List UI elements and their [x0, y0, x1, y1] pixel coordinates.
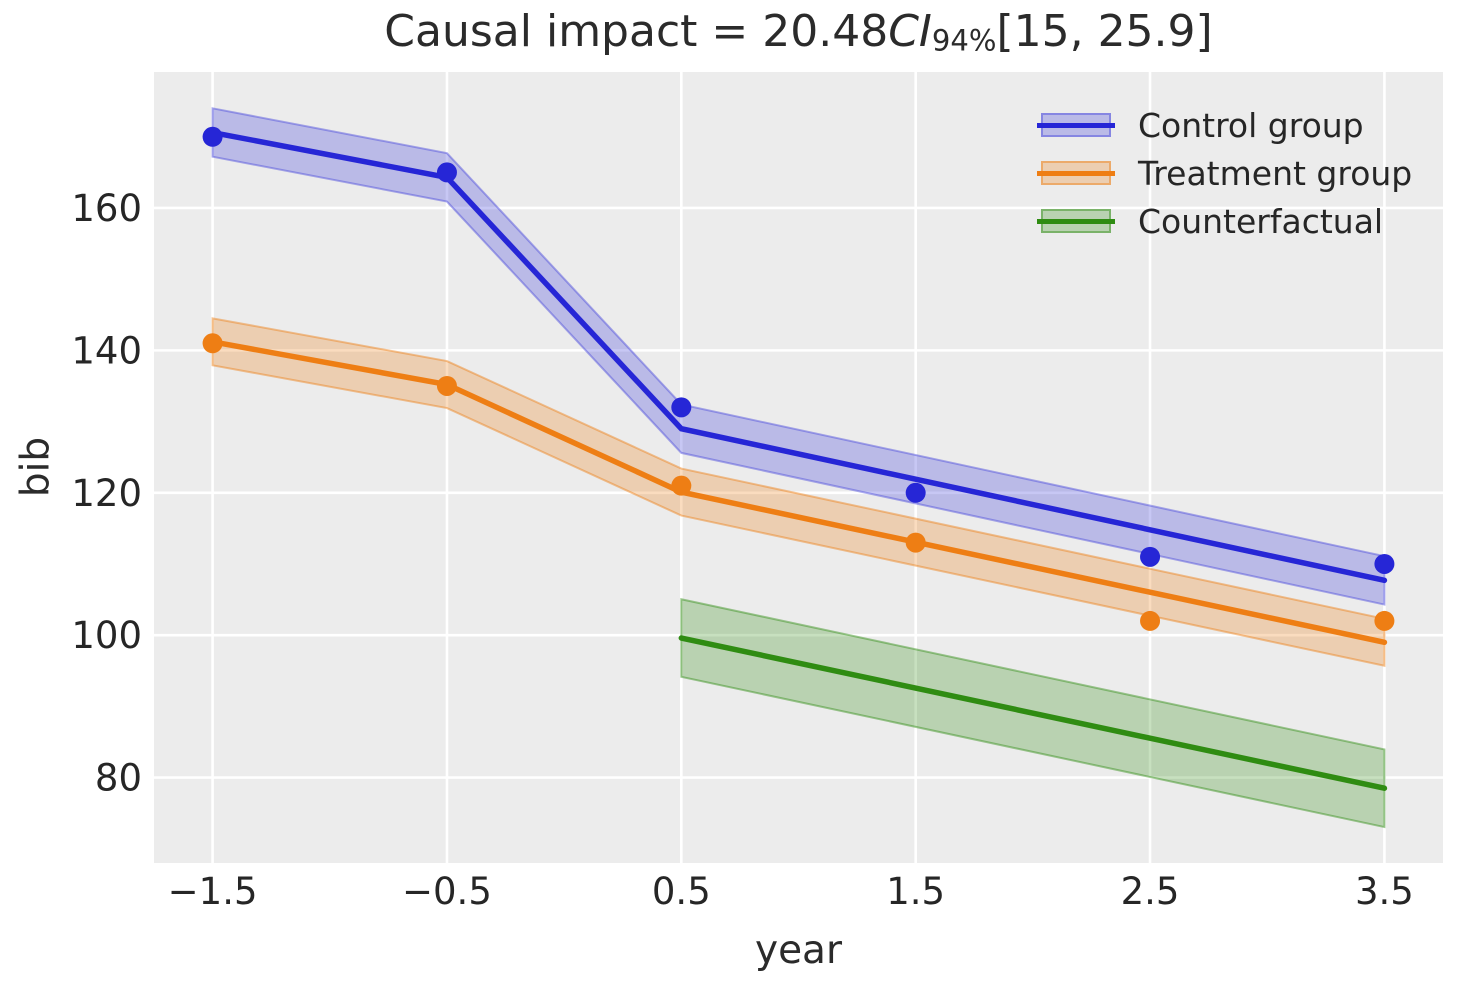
data-point-treatment-group — [1374, 610, 1395, 631]
x-tick-label: −0.5 — [402, 870, 492, 913]
y-tick-label: 80 — [95, 757, 142, 800]
legend: Control group Treatment group Counterfactu… — [1037, 101, 1413, 245]
chart-title: Causal impact = 20.48CI94%[15, 25.9] — [154, 6, 1443, 57]
legend-label-treatment-group: Treatment group — [1138, 153, 1413, 193]
title-ci: CI — [888, 6, 932, 57]
x-tick-label: 2.5 — [1121, 870, 1180, 913]
y-tick-label: 160 — [71, 187, 142, 230]
data-point-control-group — [1140, 546, 1161, 567]
x-tick-label: 3.5 — [1355, 870, 1414, 913]
data-point-control-group — [202, 126, 223, 147]
x-tick-label: −1.5 — [168, 870, 258, 913]
trend-line-treatment-group — [209, 339, 1388, 646]
y-tick-label: 140 — [71, 329, 142, 372]
title-prefix: Causal impact = 20.48 — [384, 6, 889, 57]
legend-item-control-group: Control group — [1037, 101, 1412, 149]
x-tick-label: 1.5 — [886, 870, 945, 913]
legend-line-treatment-group — [1037, 170, 1115, 176]
series-counterfactual — [678, 597, 1388, 829]
legend-swatch-control-group — [1037, 113, 1115, 137]
series-treatment-group — [209, 317, 1388, 668]
legend-line-counterfactual — [1037, 218, 1115, 224]
legend-label-control-group: Control group — [1138, 105, 1364, 145]
gridlines — [154, 72, 1443, 863]
y-axis-label: bib — [13, 436, 59, 498]
trend-line-counterfactual — [678, 635, 1388, 791]
data-point-treatment-group — [202, 333, 223, 354]
y-tick-label: 120 — [71, 472, 142, 515]
x-tick-label: 0.5 — [652, 870, 711, 913]
data-point-treatment-group — [905, 532, 926, 553]
y-tick-label: 100 — [71, 614, 142, 657]
legend-swatch-counterfactual — [1037, 209, 1115, 233]
legend-label-counterfactual: Counterfactual — [1138, 201, 1384, 241]
legend-item-treatment-group: Treatment group — [1037, 149, 1413, 197]
title-ci-level: 94% — [931, 23, 997, 58]
data-point-control-group — [905, 482, 926, 503]
data-point-treatment-group — [671, 475, 692, 496]
title-interval: [15, 25.9] — [996, 6, 1213, 57]
scatter-treatment-group — [202, 333, 1395, 631]
data-point-control-group — [436, 162, 457, 183]
trend-line-control-group — [209, 129, 1388, 584]
series-control-group — [209, 107, 1388, 606]
scatter-control-group — [202, 126, 1395, 574]
legend-swatch-treatment-group — [1037, 161, 1115, 185]
y-tick-labels: 80 100 120 140 160 — [71, 187, 142, 800]
confidence-band-control-group — [211, 107, 1386, 606]
legend-item-counterfactual: Counterfactual — [1037, 197, 1412, 245]
data-point-treatment-group — [436, 375, 457, 396]
x-axis-label: year — [754, 928, 842, 973]
data-point-treatment-group — [1140, 610, 1161, 631]
data-point-control-group — [671, 397, 692, 418]
x-tick-labels: −1.5 −0.5 0.5 1.5 2.5 3.5 — [168, 870, 1414, 913]
legend-line-control-group — [1037, 122, 1115, 128]
plot-background — [154, 72, 1443, 863]
data-point-control-group — [1374, 553, 1395, 574]
